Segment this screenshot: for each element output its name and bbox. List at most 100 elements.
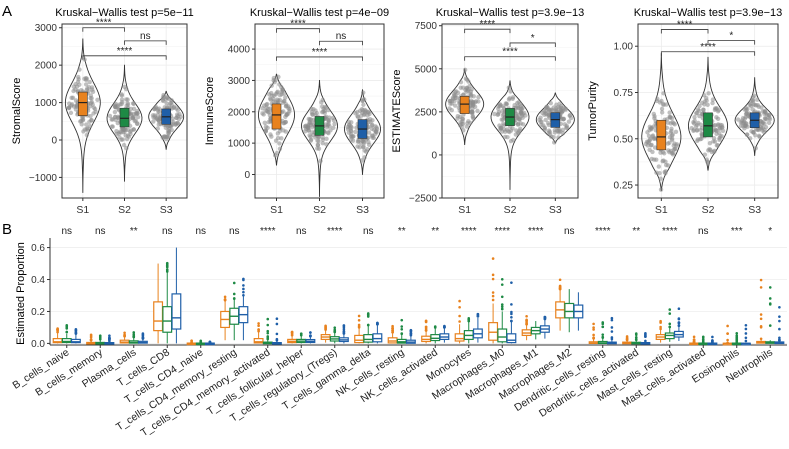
significance-label: **** [260,226,276,237]
comparison-bracket [660,51,756,56]
comparison-label: **** [502,47,518,58]
data-point [165,95,170,101]
data-point [761,130,767,135]
data-point [151,119,156,124]
data-point [452,103,458,108]
data-point [492,111,497,117]
data-point [714,143,720,148]
data-point [702,99,708,104]
data-point [85,128,90,133]
data-point [119,97,125,102]
data-point [713,123,718,128]
x-tick-label: S1 [270,204,283,216]
data-point [710,100,715,106]
outlier-point [266,337,270,340]
data-point [523,113,528,118]
outlier-point [701,337,705,341]
outlier-point [644,339,647,343]
data-point [269,83,274,88]
data-point [87,124,93,129]
data-point [366,139,371,145]
comparison-label: ns [140,31,151,42]
data-point [169,127,174,133]
significance-label: *** [731,226,743,237]
outlier-point [56,330,59,334]
data-point [476,94,481,100]
significance-label: ns [61,226,72,237]
comparison-bracket [276,28,320,33]
data-point [135,108,140,114]
data-point [361,90,366,95]
box-S1 [354,334,365,344]
outlier-point [610,326,614,329]
data-point [669,136,675,141]
outlier-point [644,334,647,338]
y-tick-label: −2500 [409,194,438,205]
data-point [500,117,506,122]
outlier-point [510,310,513,314]
data-point [564,123,569,129]
outlier-point [242,284,245,287]
outlier-point [458,305,461,309]
data-point [715,116,721,122]
y-axis-label: ImmuneScore [204,77,216,145]
violin-S3 [344,89,381,175]
data-point [70,95,76,100]
outlier-point [208,341,212,344]
data-point [449,98,454,104]
significance-label: ns [95,226,106,237]
data-point [715,109,721,114]
data-point [763,116,768,122]
data-point [281,109,286,114]
outlier-point [56,328,59,331]
significance-label: **** [494,226,510,237]
outlier-point [644,332,647,335]
outlier-point [108,339,111,343]
outlier-point [668,308,672,311]
x-tick-label: S2 [313,204,326,216]
data-point [313,135,318,140]
data-point [124,97,129,102]
data-point [311,107,316,112]
data-point [281,120,286,126]
data-point [518,121,523,126]
data-point [501,121,506,126]
data-point [560,130,566,136]
data-point [268,96,273,101]
significance-label: ns [162,226,173,237]
data-point [464,124,470,129]
outlier-point [525,319,528,322]
outlier-point [242,290,245,294]
violin-S3 [148,90,185,150]
data-point [692,118,697,123]
outlier-point [232,292,236,296]
comparison-label: **** [677,20,693,31]
outlier-point [357,318,361,322]
outlier-point [333,330,337,334]
data-point [539,119,544,124]
significance-label: ns [698,226,709,237]
outlier-point [223,295,227,299]
data-point [496,104,501,109]
outlier-point [309,334,312,338]
significance-label: ns [229,226,240,237]
y-tick-label: 0 [244,170,250,181]
y-axis-label: ESTIMATEScore [391,70,403,153]
outlier-point [778,319,781,323]
outlier-point [759,286,763,289]
y-tick-label: 3000 [228,76,251,87]
data-point [711,136,717,141]
outlier-point [668,322,672,326]
data-point [370,118,375,123]
data-point [269,134,274,139]
outlier-point [525,322,528,326]
data-point [84,122,89,127]
data-point [665,163,671,168]
data-point [277,141,282,146]
data-point [264,101,270,107]
data-point [749,129,754,134]
outlier-point [266,323,270,327]
significance-label: **** [461,226,477,237]
significance-label: **** [327,226,343,237]
